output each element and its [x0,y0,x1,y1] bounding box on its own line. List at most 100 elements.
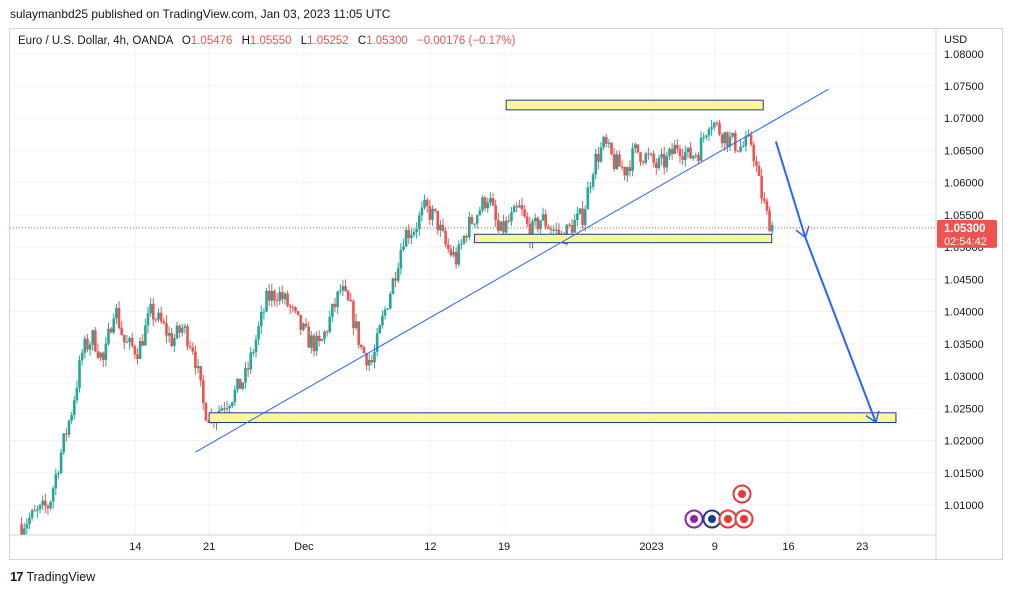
projection-arrow-line [774,141,807,238]
candle-body [473,223,476,225]
candle-body [107,328,110,344]
candle-body [402,246,405,250]
candle-body [104,343,108,360]
candle-body [765,200,769,211]
tradingview-logo-icon: 17 [10,569,24,584]
candle-body [157,312,160,320]
candle-body [341,286,345,291]
economic-event-icon-core [738,490,746,498]
candle-body [465,236,468,238]
candle-body [141,341,145,346]
candle-body [457,244,461,265]
candle-body [188,346,192,348]
candle-body [723,132,727,144]
candle-body [254,339,258,353]
candle-body [238,378,242,389]
candle-body [331,303,334,317]
candle-body [65,433,68,435]
candle-body [333,303,337,307]
candle-body [43,500,47,507]
candle-body [354,321,358,329]
candle-body [741,145,745,147]
candle-body [668,148,671,157]
candle-body [57,473,60,475]
candle-body [678,149,682,157]
candle-body [204,403,208,421]
footer-brand[interactable]: 17 TradingView [10,569,95,584]
candle-body [752,144,756,162]
candle-body [51,488,55,502]
candle-body [178,325,181,333]
candle-body [578,208,582,214]
support-resistance-zone [208,412,897,423]
candle-body [720,134,724,144]
candle-body [502,221,505,233]
candle-body [315,335,318,352]
candle-body [357,321,360,345]
candle-body [233,389,237,403]
candle-body [657,158,661,169]
candle-body [75,387,79,401]
chart-panel[interactable] [9,28,1003,560]
candle-body [236,378,239,390]
candle-body [344,286,347,291]
candle-body [109,328,113,333]
candle-body [294,307,297,311]
candle-body [130,337,134,346]
candle-body [167,333,171,336]
candle-body [647,153,650,155]
high-value: 1.05550 [249,35,292,47]
candle-body [702,137,706,139]
candle-body [309,335,313,348]
support-resistance-zone [474,233,773,244]
candle-body [412,231,416,235]
candle-body [462,236,466,244]
candle-body [199,366,202,381]
candle-body [328,316,332,332]
candle-body [101,352,105,360]
y-tick-label: 1.04000 [944,307,984,319]
open-value: 1.05476 [190,35,233,47]
candle-body [396,268,400,281]
candle-body [149,303,152,314]
candle-body [644,153,648,163]
candle-body [146,313,150,326]
candle-body [612,154,616,169]
candle-body [618,154,621,167]
y-tick-label: 1.02000 [944,436,984,448]
candle-body [736,150,740,152]
candle-body [491,198,495,206]
candle-body [286,293,289,306]
candle-body [641,161,645,163]
candle-body [352,301,355,329]
candle-body [404,230,408,247]
candle-body [544,214,547,227]
candle-body [533,217,537,222]
candle-body [283,293,287,300]
candle-body [683,152,687,160]
candle-body [470,216,474,224]
candle-body [20,524,23,535]
candle-body [615,154,619,169]
x-tick-label: 9 [712,541,718,553]
candle-body [731,132,734,137]
candle-body [241,382,245,389]
candle-body [436,210,440,231]
candle-body [636,144,640,153]
candle-body [633,144,637,149]
candle-body [460,243,463,245]
y-tick-label: 1.03500 [944,339,984,351]
candle-body [99,352,102,358]
candle-body [383,309,387,316]
candle-body [504,220,508,233]
candle-body [510,212,513,222]
candle-body [628,167,632,171]
candle-body [391,278,395,294]
candle-body [288,305,292,308]
candle-body [494,205,497,221]
candle-body [549,228,553,231]
candle-body [515,206,519,208]
candle-body [381,315,384,326]
candle-body [346,290,350,301]
